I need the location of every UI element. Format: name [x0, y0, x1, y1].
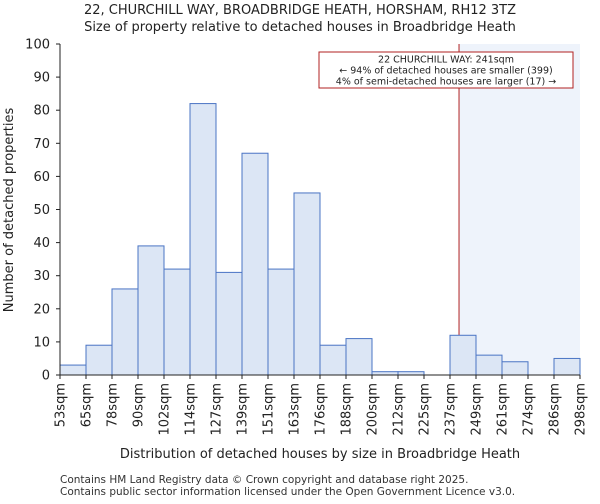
y-tick-label-100: 100: [25, 38, 50, 53]
y-tick-label-30: 30: [33, 269, 50, 284]
bar-127sqm: [215, 271, 243, 376]
x-tick-label-78sqm: 78sqm: [106, 383, 121, 427]
y-tick-label-0: 0: [42, 369, 50, 384]
bar-176sqm: [319, 344, 347, 376]
bar-237sqm: [449, 334, 477, 376]
bar-249sqm: [475, 354, 503, 376]
bar-151sqm: [267, 268, 295, 376]
footer-line-2: Contains public sector information licen…: [60, 486, 515, 498]
x-axis-label: Distribution of detached houses by size …: [120, 447, 520, 462]
bar-78sqm: [111, 288, 139, 376]
y-tick-label-70: 70: [33, 137, 50, 152]
x-tick-label-127sqm: 127sqm: [210, 383, 225, 436]
annotation-line-2: ← 94% of detached houses are smaller (39…: [339, 66, 552, 77]
x-tick-label-176sqm: 176sqm: [314, 383, 329, 436]
x-tick-label-163sqm: 163sqm: [288, 383, 303, 436]
x-tick-label-274sqm: 274sqm: [522, 383, 537, 436]
annotation-box: [318, 51, 574, 89]
x-tick-label-114sqm: 114sqm: [184, 383, 199, 436]
y-tick-label-60: 60: [33, 170, 50, 185]
bar-261sqm: [501, 361, 529, 376]
bars-layer: [59, 103, 581, 376]
y-tick-label-40: 40: [33, 236, 50, 251]
bar-102sqm: [163, 268, 191, 376]
chart-subtitle: Size of property relative to detached ho…: [84, 20, 516, 35]
highlight-layer: [458, 44, 580, 375]
bar-53sqm: [59, 364, 87, 376]
x-tick-label-225sqm: 225sqm: [418, 383, 433, 436]
y-tick-label-80: 80: [33, 104, 50, 119]
bar-90sqm: [137, 245, 165, 376]
y-tick-label-90: 90: [33, 71, 50, 86]
x-tick-label-151sqm: 151sqm: [262, 383, 277, 436]
x-tick-label-261sqm: 261sqm: [496, 383, 511, 436]
bar-286sqm: [553, 357, 581, 376]
bar-139sqm: [241, 152, 269, 376]
x-tick-label-65sqm: 65sqm: [80, 383, 95, 427]
ticks-layer: 0 10 20 30 40 50 60 70 80 90 100 53sqm 65sqm 78sqm 90s…: [25, 38, 588, 436]
bar-188sqm: [345, 338, 373, 376]
x-tick-label-249sqm: 249sqm: [470, 383, 485, 436]
annotation-layer: 22 CHURCHILL WAY: 241sqm← 94% of detache…: [318, 51, 574, 89]
x-tick-label-212sqm: 212sqm: [392, 383, 407, 436]
x-tick-label-188sqm: 188sqm: [340, 383, 355, 436]
bar-65sqm: [85, 344, 113, 376]
y-tick-label-20: 20: [33, 302, 50, 317]
bar-114sqm: [189, 103, 217, 376]
x-tick-label-286sqm: 286sqm: [548, 383, 563, 436]
highlight-region: [459, 44, 580, 375]
x-tick-label-237sqm: 237sqm: [444, 383, 459, 436]
footer-line-1: Contains HM Land Registry data © Crown c…: [60, 474, 468, 486]
x-tick-label-200sqm: 200sqm: [366, 383, 381, 436]
x-tick-label-298sqm: 298sqm: [574, 383, 589, 436]
chart-title: 22, CHURCHILL WAY, BROADBRIDGE HEATH, HO…: [84, 3, 516, 18]
y-axis-label: Number of detached properties: [2, 108, 17, 313]
annotation-line-3: 4% of semi-detached houses are larger (1…: [336, 77, 556, 88]
x-tick-label-102sqm: 102sqm: [158, 383, 173, 436]
y-tick-label-50: 50: [33, 203, 50, 218]
y-tick-label-10: 10: [33, 335, 50, 350]
annotation-line-1: 22 CHURCHILL WAY: 241sqm: [378, 55, 514, 66]
x-tick-label-139sqm: 139sqm: [236, 383, 251, 436]
x-tick-label-53sqm: 53sqm: [54, 383, 69, 427]
x-tick-label-90sqm: 90sqm: [132, 383, 147, 427]
bar-163sqm: [293, 192, 321, 376]
